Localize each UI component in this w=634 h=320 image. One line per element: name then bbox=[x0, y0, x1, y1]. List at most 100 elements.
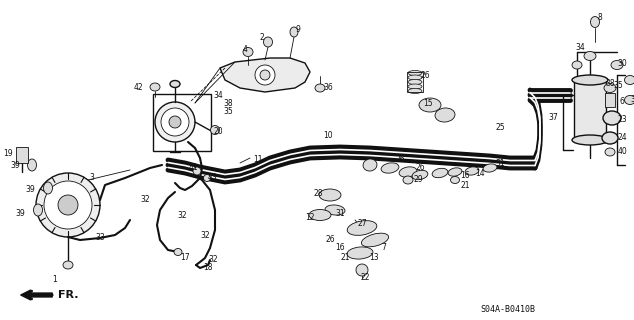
Circle shape bbox=[260, 70, 270, 80]
Circle shape bbox=[169, 116, 181, 128]
Text: 36: 36 bbox=[323, 84, 333, 92]
Ellipse shape bbox=[264, 37, 273, 47]
Ellipse shape bbox=[44, 182, 53, 194]
Text: 21: 21 bbox=[340, 253, 350, 262]
Ellipse shape bbox=[408, 70, 422, 76]
Circle shape bbox=[161, 108, 189, 136]
Ellipse shape bbox=[435, 108, 455, 122]
Ellipse shape bbox=[34, 204, 42, 216]
Text: 32: 32 bbox=[177, 211, 187, 220]
Text: 39: 39 bbox=[10, 161, 20, 170]
Text: 7: 7 bbox=[382, 244, 387, 252]
Text: 22: 22 bbox=[360, 274, 370, 283]
Bar bbox=[407, 72, 423, 92]
Text: 21: 21 bbox=[460, 180, 470, 189]
Bar bbox=[574, 80, 606, 140]
Ellipse shape bbox=[483, 164, 497, 172]
Ellipse shape bbox=[174, 249, 182, 255]
Text: 34: 34 bbox=[575, 44, 585, 52]
Ellipse shape bbox=[419, 98, 441, 112]
Text: 27: 27 bbox=[357, 220, 367, 228]
Ellipse shape bbox=[399, 167, 417, 177]
Ellipse shape bbox=[590, 17, 600, 28]
Ellipse shape bbox=[572, 135, 608, 145]
Text: 11: 11 bbox=[253, 156, 262, 164]
Ellipse shape bbox=[309, 210, 331, 220]
Ellipse shape bbox=[170, 81, 180, 87]
Text: 35: 35 bbox=[630, 95, 634, 105]
Ellipse shape bbox=[63, 261, 73, 269]
Ellipse shape bbox=[210, 125, 219, 134]
Ellipse shape bbox=[408, 75, 422, 80]
Text: 38: 38 bbox=[223, 99, 233, 108]
Text: 41: 41 bbox=[188, 164, 198, 172]
Ellipse shape bbox=[408, 89, 422, 93]
Text: 32: 32 bbox=[140, 196, 150, 204]
Text: 6: 6 bbox=[619, 97, 624, 106]
Text: 32: 32 bbox=[200, 230, 210, 239]
Ellipse shape bbox=[584, 52, 596, 60]
Text: 39: 39 bbox=[15, 209, 25, 218]
Ellipse shape bbox=[193, 167, 201, 175]
Ellipse shape bbox=[572, 75, 608, 85]
Text: 1: 1 bbox=[53, 276, 57, 284]
Ellipse shape bbox=[243, 47, 253, 57]
Ellipse shape bbox=[624, 76, 634, 84]
Text: 2: 2 bbox=[260, 34, 264, 43]
Text: 8: 8 bbox=[598, 13, 602, 22]
Text: 9: 9 bbox=[295, 26, 301, 35]
Text: 12: 12 bbox=[305, 213, 314, 222]
Text: 35: 35 bbox=[613, 81, 623, 90]
Text: 13: 13 bbox=[369, 253, 378, 262]
Ellipse shape bbox=[403, 176, 413, 184]
Text: 32: 32 bbox=[208, 255, 218, 265]
Ellipse shape bbox=[315, 84, 325, 92]
Polygon shape bbox=[220, 58, 310, 92]
Bar bbox=[16, 147, 28, 163]
Text: 24: 24 bbox=[617, 133, 627, 142]
Text: 26: 26 bbox=[325, 236, 335, 244]
Ellipse shape bbox=[611, 60, 623, 69]
Text: 15: 15 bbox=[423, 99, 433, 108]
Ellipse shape bbox=[361, 233, 389, 247]
Text: 10: 10 bbox=[323, 131, 333, 140]
Text: 34: 34 bbox=[213, 91, 223, 100]
Ellipse shape bbox=[602, 132, 618, 144]
Text: 17: 17 bbox=[180, 253, 190, 262]
Ellipse shape bbox=[347, 247, 373, 259]
Circle shape bbox=[356, 264, 368, 276]
Ellipse shape bbox=[27, 159, 37, 171]
Ellipse shape bbox=[465, 167, 479, 175]
Ellipse shape bbox=[347, 220, 377, 236]
Ellipse shape bbox=[624, 95, 634, 105]
Circle shape bbox=[155, 102, 195, 142]
Text: 29: 29 bbox=[413, 175, 423, 185]
Text: 35: 35 bbox=[223, 108, 233, 116]
Ellipse shape bbox=[451, 177, 460, 183]
Text: 26: 26 bbox=[395, 156, 405, 164]
Text: 37: 37 bbox=[548, 114, 558, 123]
Text: 38: 38 bbox=[605, 78, 615, 87]
Ellipse shape bbox=[319, 189, 341, 201]
Ellipse shape bbox=[432, 168, 448, 178]
Ellipse shape bbox=[363, 159, 377, 171]
Ellipse shape bbox=[150, 83, 160, 91]
Text: 39: 39 bbox=[25, 186, 35, 195]
Text: FR.: FR. bbox=[58, 290, 79, 300]
Ellipse shape bbox=[603, 111, 621, 125]
Text: 16: 16 bbox=[335, 244, 345, 252]
Ellipse shape bbox=[204, 174, 210, 181]
Text: 31: 31 bbox=[495, 158, 505, 167]
Text: 19: 19 bbox=[3, 148, 13, 157]
Text: 31: 31 bbox=[335, 209, 345, 218]
Ellipse shape bbox=[290, 27, 298, 37]
Text: 4: 4 bbox=[243, 45, 247, 54]
Ellipse shape bbox=[448, 168, 462, 176]
Bar bbox=[153, 93, 211, 150]
Text: 26: 26 bbox=[415, 163, 425, 172]
Text: 23: 23 bbox=[617, 116, 627, 124]
Text: 40: 40 bbox=[617, 148, 627, 156]
Text: 30: 30 bbox=[617, 59, 627, 68]
Circle shape bbox=[44, 181, 92, 229]
Ellipse shape bbox=[604, 84, 616, 92]
